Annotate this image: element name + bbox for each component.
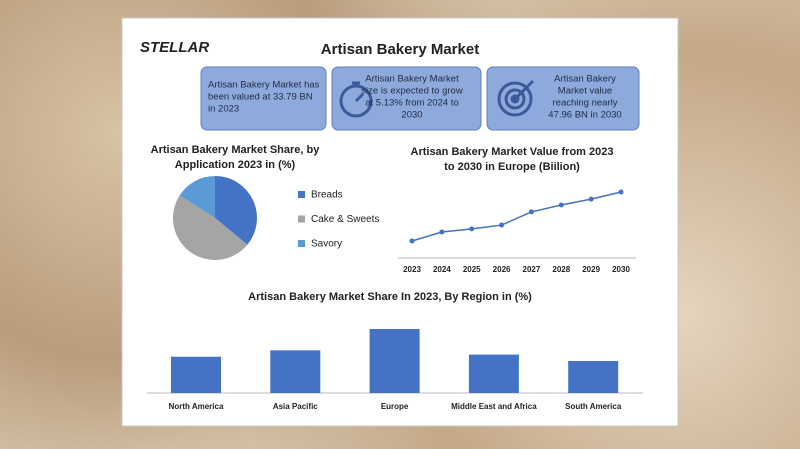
pie-slice [172,195,248,261]
info-box [486,66,640,131]
stopwatch-icon [339,81,373,118]
legend-label: Breads [311,190,343,201]
point [409,238,415,244]
legend-swatch [298,240,305,247]
info-text: Artisan Bakery [554,74,616,85]
x-tick-label: 2027 [523,265,541,274]
x-tick-label: 2025 [463,265,481,274]
info-text: at 5.13% from 2024 to [365,98,458,109]
bar [568,361,619,393]
page-title: Artisan Bakery Market [321,41,479,58]
legend-label: Cake & Sweets [311,214,379,225]
x-tick-label: 2026 [493,265,511,274]
pie-slice [179,176,215,218]
info-text: Artisan Bakery Market has [208,80,320,91]
chart-title: to 2030 in Europe (Biilion) [444,161,580,173]
x-tick-label: North America [169,402,224,411]
x-tick-label: Middle East and Africa [451,402,537,411]
target-icon [497,79,535,117]
chart-title: Artisan Bakery Market Share In 2023, By … [248,291,532,303]
point [499,222,505,228]
info-text: Market value [558,86,612,97]
x-tick-label: 2024 [433,265,451,274]
info-text: size is expected to grow [361,86,463,97]
point [528,209,534,215]
info-text: Artisan Bakery Market [365,74,459,85]
bar [369,329,420,393]
legend-label: Savory [311,239,342,250]
point [588,196,594,202]
x-tick-label: 2023 [403,265,421,274]
point [558,202,564,208]
chart-title: Application 2023 in (%) [175,159,296,171]
bar [171,356,221,393]
bar [270,350,321,393]
info-box [331,66,482,131]
x-tick-label: Europe [381,402,409,411]
x-tick-label: Asia Pacific [273,402,318,411]
chart-title: Artisan Bakery Market Share, by [151,144,321,156]
line [411,191,622,242]
info-box [200,66,327,131]
info-text: in 2023 [208,104,239,115]
x-tick-label: 2029 [582,265,600,274]
point [439,229,445,235]
pie-slice [215,176,257,245]
point [618,189,624,195]
info-text: 2030 [401,110,422,121]
legend-swatch [298,215,305,223]
info-text: reaching nearly [553,98,618,109]
x-tick-label: 2030 [612,265,630,274]
x-tick-label: 2028 [552,265,570,274]
legend-swatch [298,191,305,198]
info-text: 47.96 BN in 2030 [548,110,621,121]
x-tick-label: South America [565,402,622,411]
logo: STELLAR [140,39,209,56]
bar [468,354,519,393]
point [469,226,475,232]
chart-title: Artisan Bakery Market Value from 2023 [411,146,614,158]
info-text: been valued at 33.79 BN [208,92,313,103]
